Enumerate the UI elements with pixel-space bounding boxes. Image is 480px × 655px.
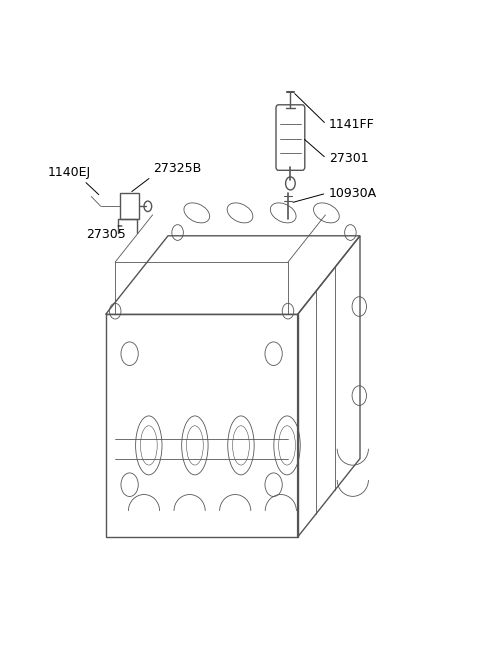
- Text: 10930A: 10930A: [329, 187, 377, 200]
- Text: 1141FF: 1141FF: [329, 118, 374, 131]
- Text: 27325B: 27325B: [153, 162, 201, 175]
- Text: 27301: 27301: [329, 152, 369, 165]
- Text: 1140EJ: 1140EJ: [48, 166, 91, 179]
- Text: 27305: 27305: [86, 228, 126, 241]
